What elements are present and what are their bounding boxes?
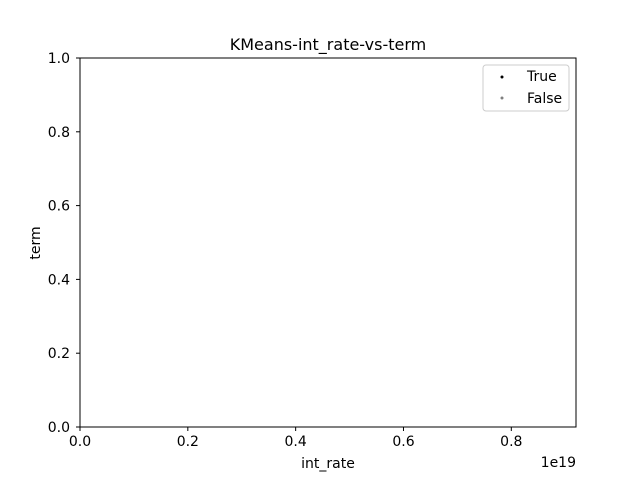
legend: True False	[482, 64, 570, 112]
legend-label-false: False	[527, 91, 562, 107]
y-tick-label: 0.6	[48, 199, 70, 215]
axes-frame	[79, 57, 577, 428]
y-axis: 0.0 0.2 0.4 0.6 0.8 1.0	[48, 51, 80, 436]
legend-marker-false	[500, 96, 504, 100]
chart-title: KMeans-int_rate-vs-term	[230, 35, 426, 55]
y-tick-label: 0.8	[48, 125, 70, 141]
x-axis: 0.0 0.2 0.4 0.6 0.8	[69, 427, 522, 450]
plot-area	[79, 57, 577, 428]
x-axis-title: int_rate	[301, 456, 355, 472]
x-tick-label: 0.0	[69, 434, 91, 450]
y-axis-title: term	[28, 226, 44, 259]
x-tick-label: 0.8	[500, 434, 522, 450]
y-tick-label: 0.0	[48, 420, 70, 436]
legend-label-true: True	[526, 69, 557, 85]
y-tick-label: 1.0	[48, 51, 70, 67]
x-offset-text: 1e19	[541, 455, 576, 471]
x-tick-label: 0.4	[285, 434, 307, 450]
x-tick-label: 0.6	[392, 434, 414, 450]
y-tick-label: 0.2	[48, 346, 70, 362]
y-tick-label: 0.4	[48, 272, 70, 288]
legend-box	[482, 64, 570, 112]
x-tick-label: 0.2	[177, 434, 199, 450]
legend-marker-true	[500, 75, 504, 79]
